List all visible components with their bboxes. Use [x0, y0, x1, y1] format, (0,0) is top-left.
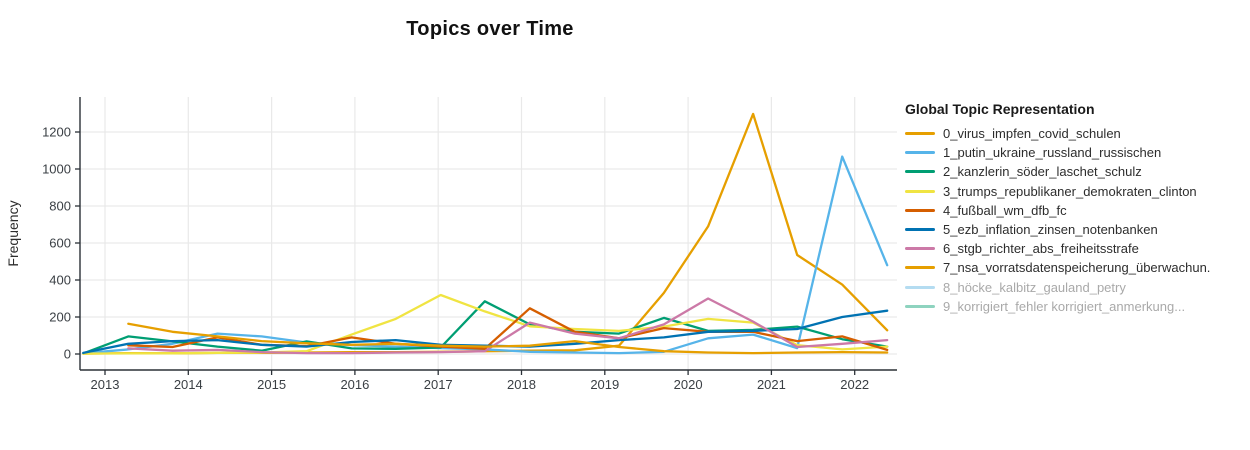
legend-swatch-icon — [905, 247, 935, 251]
legend: Global Topic Representation 0_virus_impf… — [905, 101, 1245, 316]
x-tick-label: 2022 — [840, 377, 869, 392]
y-tick-label: 600 — [49, 236, 71, 251]
x-tick-label: 2020 — [674, 377, 703, 392]
chart-title: Topics over Time — [406, 18, 574, 40]
x-tick-label: 2018 — [507, 377, 536, 392]
series-lines — [82, 112, 889, 355]
x-tick-label: 2014 — [174, 377, 203, 392]
legend-item-7[interactable]: 7_nsa_vorratsdatenspeicherung_überwachun… — [905, 258, 1245, 277]
legend-item-1[interactable]: 1_putin_ukraine_russland_russischen — [905, 143, 1245, 162]
y-tick-label: 1000 — [42, 162, 71, 177]
legend-items: 0_virus_impfen_covid_schulen 1_putin_ukra… — [905, 124, 1245, 316]
legend-item-8[interactable]: 8_höcke_kalbitz_gauland_petry — [905, 278, 1245, 297]
legend-item-label: 8_höcke_kalbitz_gauland_petry — [943, 279, 1126, 295]
y-tick-label: 200 — [49, 310, 71, 325]
x-tick-label: 2015 — [257, 377, 286, 392]
y-tick-label: 800 — [49, 199, 71, 214]
x-tick-label: 2017 — [424, 377, 453, 392]
legend-swatch-icon — [905, 304, 935, 308]
legend-item-9[interactable]: 9_korrigiert_fehler korrigiert_anmerkung… — [905, 297, 1245, 316]
legend-item-4[interactable]: 4_fußball_wm_dfb_fc — [905, 201, 1245, 220]
y-tick-label: 400 — [49, 273, 71, 288]
legend-item-label: 6_stgb_richter_abs_freiheitsstrafe — [943, 241, 1139, 257]
legend-item-label: 7_nsa_vorratsdatenspeicherung_überwachun… — [943, 260, 1211, 276]
y-axis-title: Frequency — [5, 200, 21, 266]
y-tick-label: 0 — [64, 347, 71, 362]
x-tick-label: 2021 — [757, 377, 786, 392]
legend-item-label: 1_putin_ukraine_russland_russischen — [943, 145, 1162, 161]
legend-swatch-icon — [905, 266, 935, 270]
legend-item-label: 5_ezb_inflation_zinsen_notenbanken — [943, 222, 1158, 238]
x-tick-label: 2019 — [590, 377, 619, 392]
legend-title: Global Topic Representation — [905, 101, 1095, 117]
legend-item-3[interactable]: 3_trumps_republikaner_demokraten_clinton — [905, 182, 1245, 201]
x-tick-label: 2013 — [91, 377, 120, 392]
legend-swatch-icon — [905, 132, 935, 136]
legend-item-2[interactable]: 2_kanzlerin_söder_laschet_schulz — [905, 162, 1245, 181]
legend-swatch-icon — [905, 208, 935, 212]
x-tick-label: 2016 — [340, 377, 369, 392]
legend-swatch-icon — [905, 285, 935, 289]
legend-item-label: 9_korrigiert_fehler korrigiert_anmerkung… — [943, 298, 1186, 314]
legend-item-label: 4_fußball_wm_dfb_fc — [943, 202, 1067, 218]
legend-item-label: 0_virus_impfen_covid_schulen — [943, 126, 1121, 142]
axes: 2013 2014 2015 2016 2017 2018 2019 2020 2021 2022… — [42, 97, 897, 392]
legend-item-5[interactable]: 5_ezb_inflation_zinsen_notenbanken — [905, 220, 1245, 239]
legend-swatch-icon — [905, 228, 935, 232]
y-tick-label: 1200 — [42, 125, 71, 140]
legend-item-6[interactable]: 6_stgb_richter_abs_freiheitsstrafe — [905, 239, 1245, 258]
series-line-6_stgb_richter_abs_freiheitsstrafe[interactable] — [127, 297, 889, 355]
legend-item-0[interactable]: 0_virus_impfen_covid_schulen — [905, 124, 1245, 143]
legend-item-label: 2_kanzlerin_söder_laschet_schulz — [943, 164, 1142, 180]
legend-swatch-icon — [905, 151, 935, 155]
legend-item-label: 3_trumps_republikaner_demokraten_clinton — [943, 183, 1197, 199]
legend-swatch-icon — [905, 189, 935, 193]
legend-swatch-icon — [905, 170, 935, 174]
series-line-7_nsa_vorratsdatenspeicherung_überwachun.[interactable] — [127, 322, 889, 355]
